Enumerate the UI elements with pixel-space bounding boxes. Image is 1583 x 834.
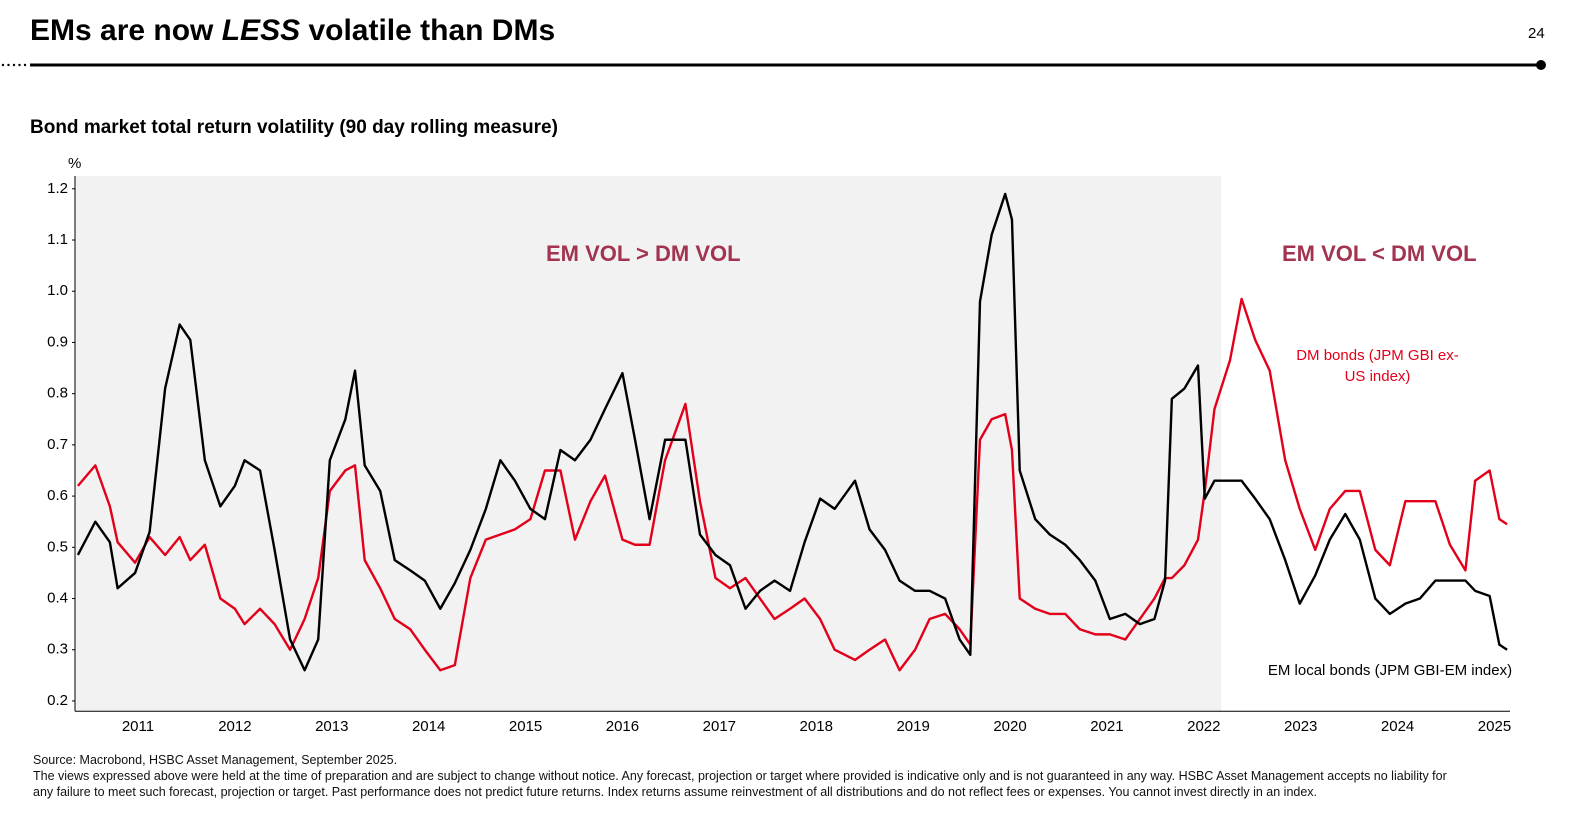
header-dot: [1, 63, 5, 67]
y-tick-label: 0.7: [47, 436, 68, 453]
disclaimer: The views expressed above were held at t…: [33, 769, 1447, 799]
y-tick-label: 1.1: [47, 231, 68, 248]
y-tick-label: 0.6: [47, 487, 68, 504]
header-dot: [12, 63, 16, 67]
page-number: 24: [1528, 25, 1545, 42]
y-tick-label: 1.0: [47, 282, 68, 299]
x-tick-label: 2015: [509, 718, 542, 735]
annotation: EM VOL > DM VOL: [546, 241, 741, 266]
data-line: [76, 297, 1508, 672]
header-end-dot: [1536, 60, 1546, 70]
title-text: EMs are now: [30, 14, 214, 47]
x-tick-label: 2019: [896, 718, 929, 735]
header-dot: [18, 63, 21, 67]
title-emphasis: LESS: [221, 14, 301, 47]
x-tick-label: 2016: [606, 718, 639, 735]
y-tick-label: 0.9: [47, 333, 68, 350]
footer: Source: Macrobond, HSBC Asset Management…: [33, 752, 1453, 800]
y-tick-label: 0.8: [47, 385, 68, 402]
data-line: [76, 192, 1508, 672]
x-tick-label: 2022: [1187, 718, 1220, 735]
y-tick-label: 0.4: [47, 589, 68, 606]
x-tick-label: 2018: [800, 718, 833, 735]
shaded-region: [75, 176, 1222, 712]
y-tick-label: 0.5: [47, 538, 68, 555]
x-tick-label: 2025: [1478, 718, 1511, 735]
chart-title: Bond market total return volatility (90 …: [30, 117, 558, 138]
x-tick-label: 2023: [1284, 718, 1317, 735]
y-tick-label: 0.3: [47, 641, 68, 658]
x-tick-label: 2024: [1381, 718, 1414, 735]
x-tick-label: 2011: [122, 718, 154, 735]
x-tick-label: 2021: [1090, 718, 1123, 735]
header-dot: [23, 63, 27, 67]
source: Source: Macrobond, HSBC Asset Management…: [33, 753, 398, 767]
legend-label: EM local bonds (JPM GBI-EM index): [1267, 662, 1513, 679]
x-tick-label: 2012: [218, 718, 251, 735]
header-dot: [7, 63, 10, 67]
x-tick-label: 2013: [315, 718, 348, 735]
x-tick-label: 2017: [703, 718, 736, 735]
title-text: volatile than DMs: [308, 14, 556, 47]
y-tick-label: 1.2: [47, 180, 68, 197]
y-tick-label: 0.2: [47, 692, 68, 709]
x-tick-label: 2020: [993, 718, 1026, 735]
y-unit: %: [68, 155, 81, 172]
legend-label: DM bonds (JPM GBI ex-US index): [1296, 347, 1459, 385]
annotation: EM VOL < DM VOL: [1282, 241, 1477, 266]
x-tick-label: 2014: [412, 718, 445, 735]
slide-title: EMs are now LESS volatile than DMs: [30, 14, 555, 48]
